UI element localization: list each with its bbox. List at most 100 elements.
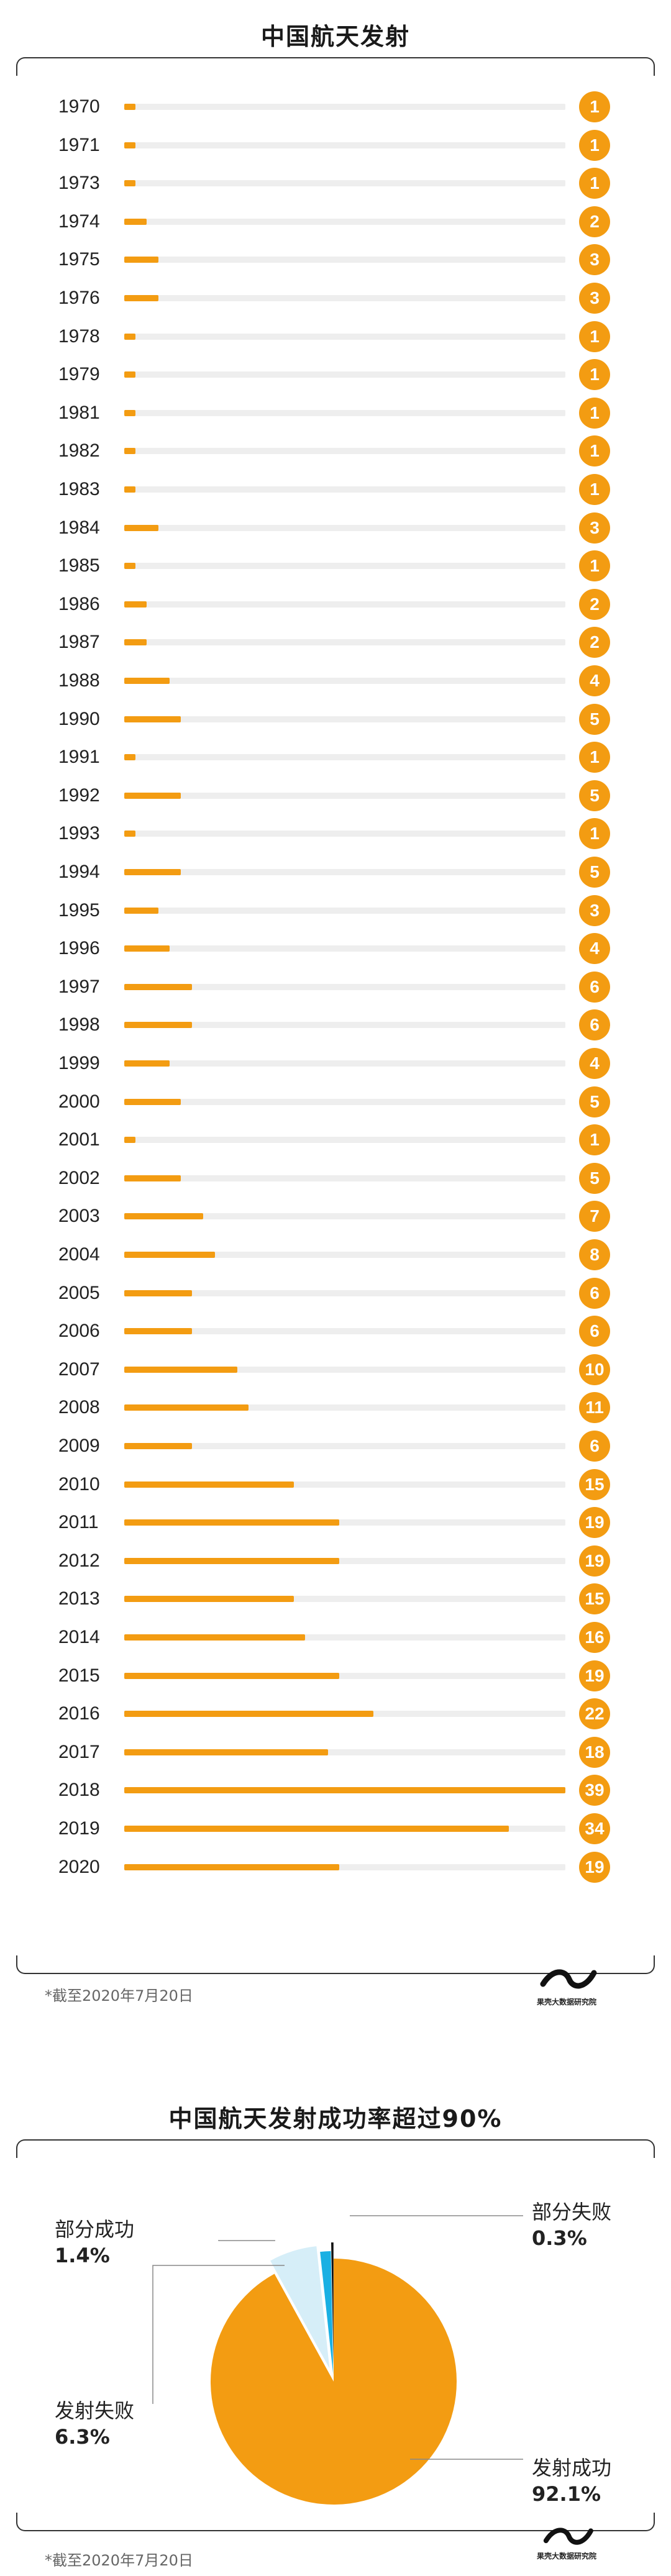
bar: [124, 1404, 249, 1411]
year-label: 2017: [58, 1741, 100, 1762]
value-badge: 3: [579, 283, 610, 314]
year-label: 2019: [58, 1818, 100, 1839]
value-badge: 15: [579, 1583, 610, 1615]
bar-track: [124, 257, 565, 263]
value-badge: 39: [579, 1775, 610, 1806]
leader-partial-success: [218, 2240, 275, 2241]
bar-row: 2005 6: [0, 1277, 671, 1309]
label-partial-success: 部分成功 1.4%: [55, 2216, 134, 2269]
bar: [124, 678, 170, 684]
bar: [124, 831, 136, 837]
bar: [124, 1481, 294, 1488]
bar-row: 2002 5: [0, 1162, 671, 1194]
year-label: 1994: [58, 862, 100, 882]
bar-row: 1987 2: [0, 627, 671, 658]
slice-launch-success: [211, 2259, 457, 2505]
value-badge: 19: [579, 1507, 610, 1539]
year-label: 1974: [58, 211, 100, 232]
year-label: 2015: [58, 1665, 100, 1686]
bar-track: [124, 1749, 565, 1755]
bar-row: 2014 16: [0, 1622, 671, 1653]
value-badge: 2: [579, 627, 610, 658]
year-label: 1978: [58, 325, 100, 347]
year-label: 1985: [58, 555, 100, 576]
year-label: 2020: [58, 1856, 100, 1877]
year-label: 2016: [58, 1703, 100, 1724]
value-badge: 1: [579, 1124, 610, 1156]
bar: [124, 1787, 565, 1794]
value-badge: 8: [579, 1239, 610, 1270]
bar-row: 2010 15: [0, 1468, 671, 1500]
bar-row: 1991 1: [0, 742, 671, 773]
bar-track: [124, 104, 565, 110]
bar: [124, 1672, 339, 1679]
value-badge: 6: [579, 1316, 610, 1347]
bar-track: [124, 1022, 565, 1029]
bar: [124, 1213, 204, 1220]
pie-frame-bottom: [16, 2513, 655, 2531]
bar: [124, 1519, 339, 1526]
bar-row: 2020 19: [0, 1851, 671, 1883]
year-label: 2007: [58, 1359, 100, 1380]
value-badge: 34: [579, 1813, 610, 1844]
bar-row: 1988 4: [0, 665, 671, 696]
year-label: 1984: [58, 517, 100, 538]
bar: [124, 983, 193, 990]
bar: [124, 448, 136, 455]
bar: [124, 1443, 193, 1449]
value-badge: 5: [579, 780, 610, 811]
bar-track: [124, 371, 565, 378]
bar-track: [124, 524, 565, 531]
bar: [124, 1290, 193, 1296]
bar-row: 1979 1: [0, 359, 671, 391]
bar: [124, 333, 136, 340]
bar-track: [124, 754, 565, 761]
bar: [124, 1864, 339, 1870]
label-partial-success-name: 部分成功: [55, 2218, 135, 2241]
bar-row: 1976 3: [0, 283, 671, 314]
value-badge: 1: [579, 321, 610, 352]
value-badge: 1: [579, 818, 610, 850]
year-label: 1975: [58, 249, 100, 270]
bar-row: 2006 6: [0, 1316, 671, 1347]
bar-track: [124, 1596, 565, 1603]
bar: [124, 1711, 373, 1718]
bar-track: [124, 333, 565, 340]
bar-track: [124, 1864, 565, 1870]
slice-partial-failure: [331, 2242, 334, 2366]
slice-launch-failure: [270, 2246, 330, 2369]
bar-row: 2007 10: [0, 1354, 671, 1385]
bar-row: 2019 34: [0, 1813, 671, 1844]
value-badge: 4: [579, 933, 610, 965]
bar-track: [124, 983, 565, 990]
bar: [124, 371, 136, 378]
chart-title-launches: 中国航天发射: [260, 23, 410, 50]
label-launch-failure: 发射失败 6.3%: [55, 2398, 134, 2450]
bar: [124, 180, 136, 187]
value-badge: 6: [579, 1431, 610, 1462]
bar-row: 2003 7: [0, 1201, 671, 1232]
year-label: 1992: [58, 785, 100, 806]
bar-row: 1996 4: [0, 933, 671, 965]
year-label: 2011: [58, 1512, 99, 1533]
logo: 果壳大数据研究院: [537, 1964, 599, 2006]
logo-text: 果壳大数据研究院: [537, 1998, 597, 2006]
bar-row: 2000 5: [0, 1086, 671, 1117]
bar-track: [124, 792, 565, 799]
year-label: 1982: [58, 440, 100, 462]
value-badge: 1: [579, 474, 610, 505]
year-label: 1970: [58, 96, 100, 117]
bar-row: 1997 6: [0, 971, 671, 1003]
value-badge: 16: [579, 1622, 610, 1653]
value-badge: 5: [579, 703, 610, 735]
value-badge: 4: [579, 1048, 610, 1079]
year-label: 1971: [58, 134, 100, 155]
bar-track: [124, 218, 565, 225]
bar-row: 2015 19: [0, 1660, 671, 1691]
year-label: 1973: [58, 173, 100, 194]
bar-track: [124, 1443, 565, 1449]
bar-track: [124, 1060, 565, 1067]
bar-track: [124, 1098, 565, 1105]
bar-track: [124, 1366, 565, 1373]
leader-launch-failure: [152, 2265, 285, 2404]
